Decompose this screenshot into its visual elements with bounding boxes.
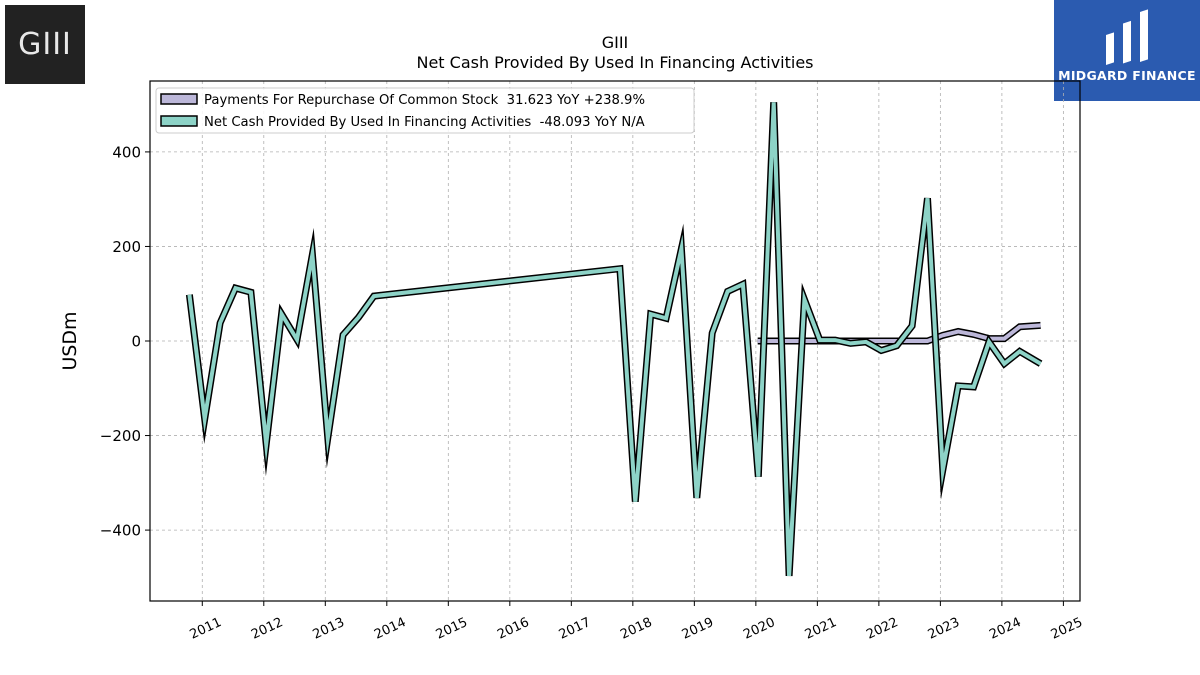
y-tick-label: 400: [112, 143, 141, 161]
x-tick-label: 2020: [741, 615, 777, 643]
ticker-logo-text: GIII: [18, 27, 72, 62]
x-tick-label: 2015: [434, 615, 470, 643]
legend-label: Net Cash Provided By Used In Financing A…: [204, 115, 645, 130]
x-tick-label: 2019: [680, 615, 716, 643]
x-tick-label: 2024: [987, 615, 1023, 643]
chart-title: GIII: [602, 33, 629, 52]
x-tick-label: 2023: [926, 615, 962, 643]
y-tick-label: −200: [100, 427, 141, 445]
y-tick-label: 0: [131, 333, 141, 351]
series-layer: [185, 102, 1043, 577]
y-axis-label: USDm: [59, 311, 81, 370]
series-line-2: [187, 102, 1042, 577]
legend-box: [155, 87, 695, 134]
x-tick-label: 2012: [249, 615, 285, 643]
x-tick-label: 2021: [803, 615, 839, 643]
x-tick-label: 2016: [495, 615, 531, 643]
x-tick-label: 2017: [557, 615, 593, 643]
legend-swatch: [160, 93, 198, 105]
y-tick-label: 200: [112, 238, 141, 256]
x-tick-label: 2013: [311, 615, 347, 643]
x-tick-label: 2011: [188, 615, 224, 643]
x-tick-label: 2014: [372, 615, 408, 643]
brand-logo: MIDGARD FINANCE: [1054, 0, 1200, 101]
x-tick-label: 2018: [618, 615, 654, 643]
legend-swatch: [160, 115, 198, 127]
x-tick-label: 2022: [864, 615, 900, 643]
legend-label: Payments For Repurchase Of Common Stock …: [204, 93, 645, 108]
y-tick-label: −400: [100, 522, 141, 540]
brand-mark-icon: [1106, 9, 1148, 66]
x-tick-label: 2025: [1049, 615, 1085, 643]
ticker-logo: GIII: [5, 5, 85, 84]
chart-subtitle: Net Cash Provided By Used In Financing A…: [416, 53, 813, 72]
grid: [150, 81, 1080, 601]
brand-name: MIDGARD FINANCE: [1058, 68, 1196, 83]
legend: Payments For Repurchase Of Common Stock …: [155, 87, 695, 134]
